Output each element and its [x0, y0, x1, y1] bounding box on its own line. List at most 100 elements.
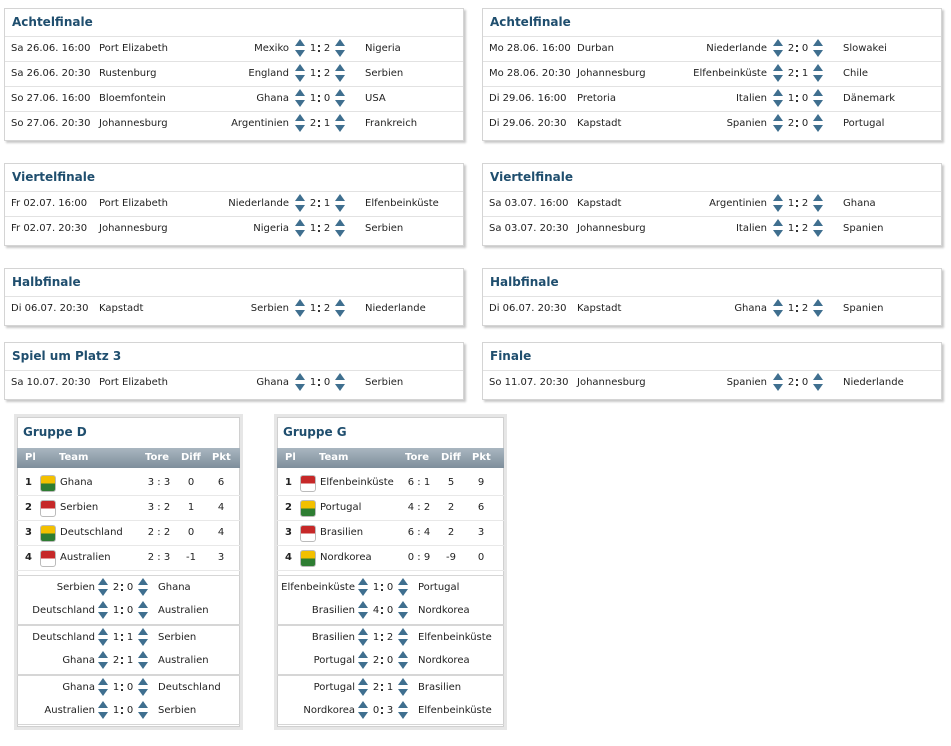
up-arrow[interactable]: [398, 678, 408, 685]
goal-spinner[interactable]: [398, 628, 408, 646]
down-arrow[interactable]: [398, 662, 408, 669]
goal-spinner[interactable]: [295, 219, 305, 237]
up-arrow[interactable]: [358, 678, 368, 685]
up-arrow[interactable]: [813, 114, 823, 121]
up-arrow[interactable]: [335, 39, 345, 46]
goal-spinner[interactable]: [138, 601, 148, 619]
up-arrow[interactable]: [335, 194, 345, 201]
down-arrow[interactable]: [813, 100, 823, 107]
goal-spinner[interactable]: [773, 89, 783, 107]
up-arrow[interactable]: [358, 651, 368, 658]
down-arrow[interactable]: [773, 50, 783, 57]
goal-spinner[interactable]: [138, 678, 148, 696]
up-arrow[interactable]: [398, 628, 408, 635]
down-arrow[interactable]: [398, 712, 408, 719]
down-arrow[interactable]: [813, 50, 823, 57]
down-arrow[interactable]: [138, 662, 148, 669]
goal-spinner[interactable]: [773, 39, 783, 57]
goal-spinner[interactable]: [773, 299, 783, 317]
goal-spinner[interactable]: [813, 373, 823, 391]
down-arrow[interactable]: [773, 230, 783, 237]
up-arrow[interactable]: [813, 299, 823, 306]
down-arrow[interactable]: [335, 50, 345, 57]
goal-spinner[interactable]: [773, 373, 783, 391]
goal-spinner[interactable]: [295, 64, 305, 82]
goal-spinner[interactable]: [813, 39, 823, 57]
goal-spinner[interactable]: [358, 701, 368, 719]
down-arrow[interactable]: [335, 230, 345, 237]
down-arrow[interactable]: [773, 100, 783, 107]
goal-spinner[interactable]: [813, 114, 823, 132]
up-arrow[interactable]: [295, 299, 305, 306]
goal-spinner[interactable]: [98, 701, 108, 719]
goal-spinner[interactable]: [398, 651, 408, 669]
down-arrow[interactable]: [98, 639, 108, 646]
up-arrow[interactable]: [98, 678, 108, 685]
down-arrow[interactable]: [358, 712, 368, 719]
up-arrow[interactable]: [773, 373, 783, 380]
goal-spinner[interactable]: [813, 219, 823, 237]
goal-spinner[interactable]: [138, 701, 148, 719]
down-arrow[interactable]: [295, 125, 305, 132]
up-arrow[interactable]: [335, 89, 345, 96]
goal-spinner[interactable]: [358, 628, 368, 646]
up-arrow[interactable]: [773, 114, 783, 121]
up-arrow[interactable]: [295, 373, 305, 380]
up-arrow[interactable]: [358, 628, 368, 635]
down-arrow[interactable]: [295, 310, 305, 317]
goal-spinner[interactable]: [773, 219, 783, 237]
goal-spinner[interactable]: [295, 114, 305, 132]
up-arrow[interactable]: [398, 701, 408, 708]
down-arrow[interactable]: [138, 589, 148, 596]
up-arrow[interactable]: [773, 64, 783, 71]
goal-spinner[interactable]: [813, 194, 823, 212]
up-arrow[interactable]: [295, 194, 305, 201]
goal-spinner[interactable]: [295, 39, 305, 57]
down-arrow[interactable]: [138, 712, 148, 719]
down-arrow[interactable]: [358, 612, 368, 619]
down-arrow[interactable]: [773, 384, 783, 391]
goal-spinner[interactable]: [813, 299, 823, 317]
up-arrow[interactable]: [773, 39, 783, 46]
up-arrow[interactable]: [773, 89, 783, 96]
down-arrow[interactable]: [295, 384, 305, 391]
up-arrow[interactable]: [295, 39, 305, 46]
down-arrow[interactable]: [295, 75, 305, 82]
up-arrow[interactable]: [138, 628, 148, 635]
down-arrow[interactable]: [98, 689, 108, 696]
up-arrow[interactable]: [813, 89, 823, 96]
up-arrow[interactable]: [358, 601, 368, 608]
down-arrow[interactable]: [813, 125, 823, 132]
goal-spinner[interactable]: [398, 678, 408, 696]
down-arrow[interactable]: [98, 612, 108, 619]
down-arrow[interactable]: [335, 205, 345, 212]
up-arrow[interactable]: [98, 601, 108, 608]
goal-spinner[interactable]: [138, 651, 148, 669]
up-arrow[interactable]: [138, 678, 148, 685]
down-arrow[interactable]: [813, 75, 823, 82]
down-arrow[interactable]: [295, 100, 305, 107]
up-arrow[interactable]: [335, 64, 345, 71]
down-arrow[interactable]: [773, 75, 783, 82]
up-arrow[interactable]: [813, 373, 823, 380]
down-arrow[interactable]: [98, 589, 108, 596]
down-arrow[interactable]: [813, 230, 823, 237]
down-arrow[interactable]: [335, 100, 345, 107]
goal-spinner[interactable]: [398, 578, 408, 596]
up-arrow[interactable]: [138, 651, 148, 658]
up-arrow[interactable]: [398, 601, 408, 608]
down-arrow[interactable]: [398, 612, 408, 619]
goal-spinner[interactable]: [335, 219, 345, 237]
goal-spinner[interactable]: [295, 194, 305, 212]
up-arrow[interactable]: [138, 578, 148, 585]
up-arrow[interactable]: [295, 219, 305, 226]
down-arrow[interactable]: [773, 310, 783, 317]
up-arrow[interactable]: [98, 628, 108, 635]
down-arrow[interactable]: [773, 125, 783, 132]
goal-spinner[interactable]: [295, 373, 305, 391]
down-arrow[interactable]: [138, 612, 148, 619]
up-arrow[interactable]: [813, 39, 823, 46]
goal-spinner[interactable]: [773, 64, 783, 82]
goal-spinner[interactable]: [773, 114, 783, 132]
goal-spinner[interactable]: [813, 64, 823, 82]
